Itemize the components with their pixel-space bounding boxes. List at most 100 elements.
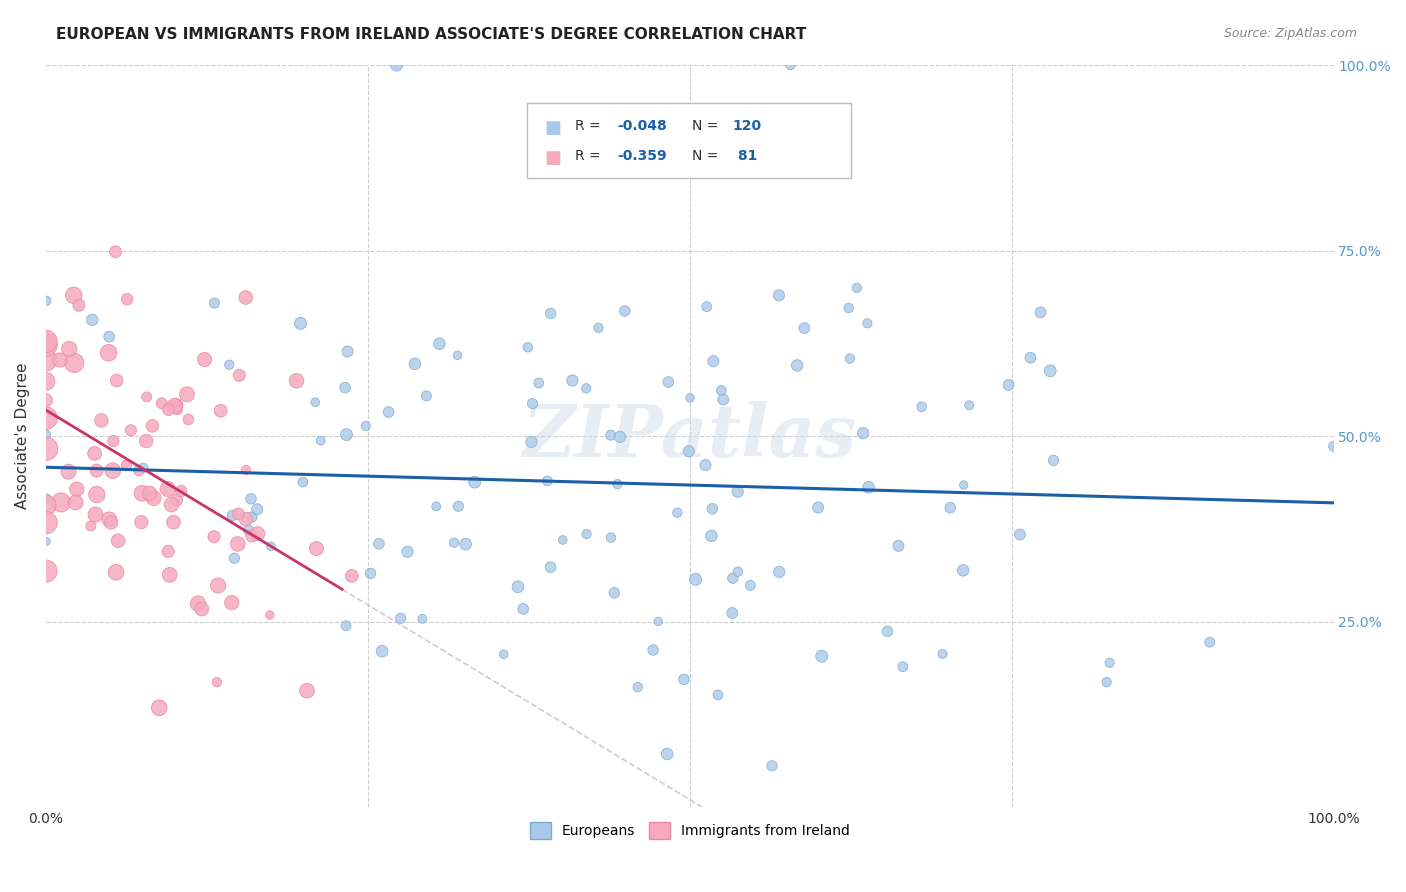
Point bbox=[779, 58, 801, 72]
Point bbox=[98, 512, 121, 526]
Point bbox=[190, 602, 212, 616]
Point bbox=[575, 381, 598, 395]
Point bbox=[655, 747, 678, 761]
Point bbox=[259, 607, 281, 622]
Point bbox=[761, 759, 783, 773]
Text: N =: N = bbox=[692, 119, 723, 133]
Point bbox=[202, 530, 225, 544]
Text: -0.048: -0.048 bbox=[617, 119, 666, 133]
Point bbox=[165, 398, 187, 412]
Point bbox=[97, 345, 120, 359]
Point bbox=[98, 329, 121, 343]
Point bbox=[876, 624, 898, 639]
Point bbox=[82, 313, 104, 327]
Point bbox=[240, 510, 263, 524]
Point bbox=[246, 502, 269, 516]
Text: 120: 120 bbox=[733, 119, 762, 133]
Point bbox=[141, 418, 163, 433]
Point bbox=[305, 541, 328, 556]
Point bbox=[710, 384, 733, 398]
Point bbox=[35, 375, 58, 389]
Point bbox=[35, 491, 58, 506]
Text: 81: 81 bbox=[733, 149, 756, 163]
Text: N =: N = bbox=[692, 149, 723, 163]
Point bbox=[1095, 675, 1118, 690]
Point bbox=[415, 389, 437, 403]
Point bbox=[291, 475, 314, 489]
Point bbox=[727, 565, 749, 579]
Point bbox=[224, 551, 246, 566]
Point bbox=[228, 507, 250, 521]
Point bbox=[911, 400, 934, 414]
Point bbox=[157, 402, 180, 417]
Point bbox=[606, 477, 628, 491]
Point bbox=[66, 482, 89, 496]
Point bbox=[170, 483, 193, 498]
Text: EUROPEAN VS IMMIGRANTS FROM IRELAND ASSOCIATE'S DEGREE CORRELATION CHART: EUROPEAN VS IMMIGRANTS FROM IRELAND ASSO… bbox=[56, 27, 807, 42]
Point bbox=[939, 500, 962, 515]
Point bbox=[238, 523, 260, 537]
Point bbox=[221, 508, 243, 523]
Point bbox=[62, 288, 84, 302]
Point bbox=[49, 353, 72, 368]
Point bbox=[304, 395, 326, 409]
Point bbox=[120, 423, 142, 437]
Point bbox=[35, 411, 58, 425]
Y-axis label: Associate's Degree: Associate's Degree bbox=[15, 363, 30, 509]
Point bbox=[131, 515, 153, 529]
Point bbox=[396, 545, 419, 559]
Point bbox=[340, 569, 363, 583]
Point bbox=[58, 465, 80, 479]
Point bbox=[454, 537, 477, 551]
Point bbox=[165, 493, 187, 508]
Point bbox=[627, 680, 650, 694]
Point bbox=[429, 336, 451, 351]
Text: R =: R = bbox=[575, 149, 605, 163]
Point bbox=[838, 351, 860, 366]
Point bbox=[194, 352, 217, 367]
Point bbox=[856, 316, 879, 330]
Point bbox=[411, 612, 433, 626]
Point bbox=[643, 643, 665, 657]
Point bbox=[103, 434, 125, 448]
Point bbox=[101, 464, 124, 478]
Point bbox=[335, 427, 357, 442]
Point bbox=[425, 500, 447, 514]
Legend: Europeans, Immigrants from Ireland: Europeans, Immigrants from Ireland bbox=[524, 816, 855, 845]
Point bbox=[371, 644, 394, 658]
Point bbox=[35, 534, 58, 549]
Point bbox=[807, 500, 830, 515]
Point bbox=[561, 374, 583, 388]
Point bbox=[1029, 305, 1052, 319]
Point bbox=[67, 298, 90, 312]
Point bbox=[588, 321, 610, 335]
Point bbox=[90, 413, 112, 427]
Text: Source: ZipAtlas.com: Source: ZipAtlas.com bbox=[1223, 27, 1357, 40]
Point bbox=[1098, 656, 1121, 670]
Point bbox=[226, 537, 249, 551]
Point bbox=[997, 378, 1019, 392]
Point bbox=[135, 390, 157, 404]
Point bbox=[385, 58, 408, 72]
Point bbox=[100, 516, 122, 530]
Point bbox=[240, 491, 263, 506]
Point bbox=[931, 647, 953, 661]
Point bbox=[83, 446, 105, 460]
Point bbox=[63, 356, 86, 370]
Point bbox=[335, 618, 357, 632]
Point bbox=[128, 464, 150, 478]
Point bbox=[65, 495, 87, 509]
Point bbox=[228, 368, 250, 383]
Point bbox=[35, 516, 58, 530]
Point bbox=[84, 508, 107, 522]
Point bbox=[107, 533, 129, 548]
Point bbox=[1322, 440, 1344, 454]
Point bbox=[290, 317, 312, 331]
Point bbox=[464, 475, 486, 489]
Point bbox=[35, 334, 58, 349]
Point bbox=[115, 458, 138, 473]
Point bbox=[1042, 453, 1064, 467]
Point bbox=[295, 683, 318, 698]
Point bbox=[138, 486, 160, 500]
Point bbox=[838, 301, 860, 315]
